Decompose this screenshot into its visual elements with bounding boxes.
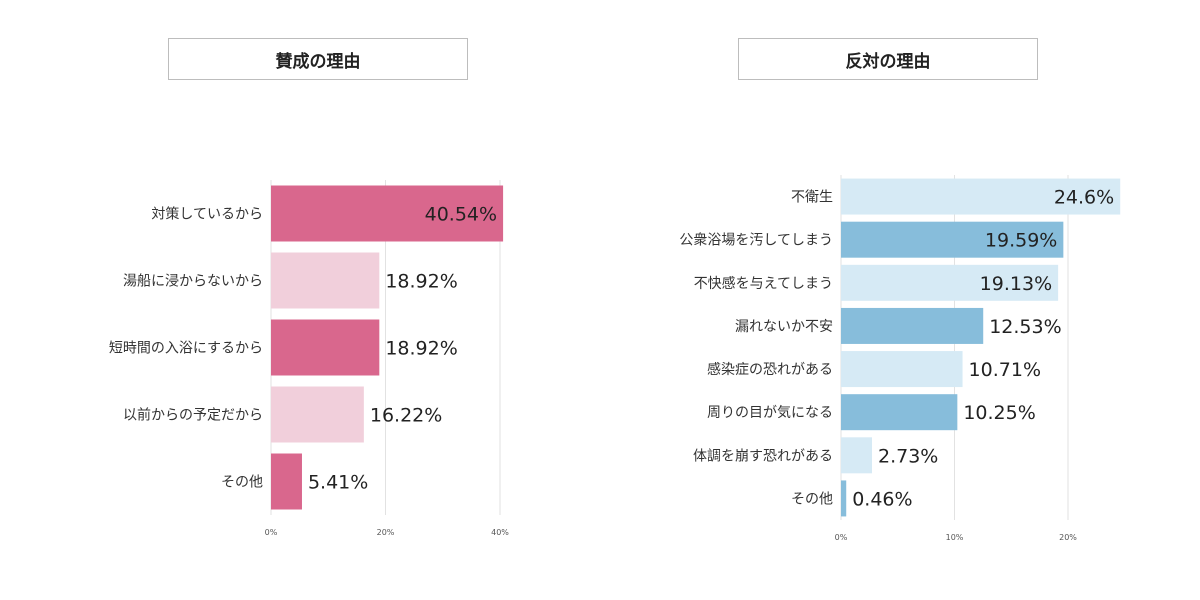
left-chart-title: 賛成の理由 <box>168 38 468 80</box>
left-category-label: 短時間の入浴にするから <box>109 341 263 357</box>
right-data-label: 10.25% <box>963 402 1035 424</box>
right-category-label: 感染症の恐れがある <box>707 361 833 378</box>
left-tick-label: 40% <box>491 528 509 537</box>
right-data-label: 24.6% <box>1054 187 1114 209</box>
right-bar <box>841 394 958 431</box>
left-bar <box>271 185 504 242</box>
left-data-label: 16.22% <box>370 405 442 427</box>
left-category-label: 以前からの予定だから <box>123 407 263 424</box>
right-data-label: 10.71% <box>969 359 1041 381</box>
right-tick-label: 0% <box>835 533 848 542</box>
left-data-label: 18.92% <box>385 338 457 360</box>
left-data-label: 40.54% <box>425 204 497 226</box>
right-bar <box>841 221 1064 258</box>
right-bar <box>841 264 1059 301</box>
right-data-label: 12.53% <box>989 316 1061 338</box>
right-bar <box>841 480 847 517</box>
right-category-label: 不衛生 <box>791 190 833 206</box>
right-category-label: 漏れないか不安 <box>735 319 833 335</box>
right-tick-label: 20% <box>1059 533 1077 542</box>
right-bar <box>841 437 872 474</box>
right-bar <box>841 178 1121 215</box>
left-tick-label: 0% <box>265 528 278 537</box>
left-bar <box>271 386 364 443</box>
left-bar <box>271 319 380 376</box>
right-category-label: 不快感を与えてしまう <box>694 275 833 292</box>
right-bar <box>841 307 984 344</box>
right-bar <box>841 351 963 388</box>
right-data-label: 19.13% <box>980 273 1052 295</box>
right-category-label: その他 <box>791 491 833 507</box>
right-category-label: 周りの目が気になる <box>707 405 833 421</box>
right-data-label: 19.59% <box>985 230 1057 252</box>
right-data-label: 0.46% <box>852 488 912 510</box>
left-category-label: その他 <box>221 475 263 491</box>
right-chart-title: 反対の理由 <box>738 38 1038 80</box>
left-tick-label: 20% <box>377 528 395 537</box>
left-bar <box>271 252 380 309</box>
left-category-label: 対策しているから <box>151 206 263 223</box>
right-data-label: 2.73% <box>878 445 938 467</box>
left-bar <box>271 453 302 510</box>
right-tick-label: 10% <box>946 533 964 542</box>
left-category-label: 湯船に浸からないから <box>123 273 263 290</box>
right-category-label: 体調を崩す恐れがある <box>693 448 833 464</box>
right-category-label: 公衆浴場を汚してしまう <box>679 233 833 249</box>
left-data-label: 18.92% <box>385 271 457 293</box>
left-data-label: 5.41% <box>308 472 368 494</box>
